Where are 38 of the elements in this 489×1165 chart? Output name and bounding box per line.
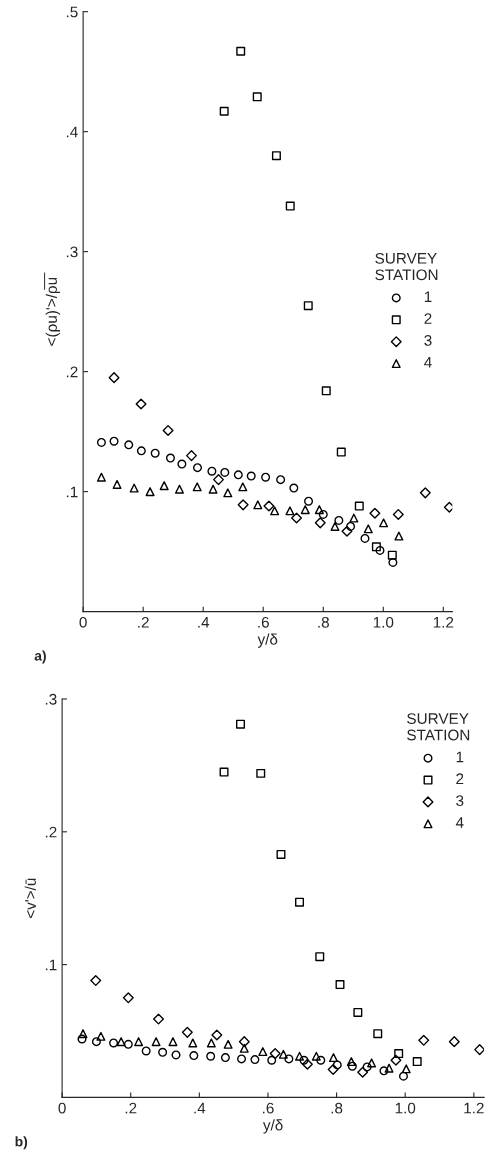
x-tick-label: .6 (262, 1102, 274, 1114)
x-tick-label: .6 (258, 616, 269, 628)
y-tick-label: .5 (66, 6, 78, 18)
y-tick-label: .3 (66, 246, 78, 258)
text: a) (34, 650, 46, 664)
y-axis-title: <v'>/ū (24, 878, 36, 919)
legend-label: 4 (424, 357, 432, 368)
legend-label: 3 (424, 335, 432, 346)
y-tick-label: .3 (45, 693, 57, 705)
x-tick-label: .4 (194, 1102, 206, 1114)
x-tick-label: .8 (331, 1102, 343, 1114)
legend-title: SURVEY STATION (375, 252, 438, 281)
legend-label: 3 (456, 795, 464, 807)
legend-label: 2 (456, 773, 464, 785)
x-tick-label: .8 (318, 616, 329, 628)
x-tick-label: .4 (198, 617, 210, 628)
x-tick-label: 0 (58, 1102, 66, 1114)
x-tick-label: 1.0 (395, 1102, 416, 1114)
x-tick-label: .2 (138, 616, 149, 628)
legend-label: 2 (424, 313, 432, 324)
y-tick-label: .4 (66, 126, 78, 138)
y-tick-label: .2 (66, 366, 78, 378)
x-tick-label: 1.2 (464, 1102, 484, 1114)
legend-label: 1 (456, 751, 464, 763)
x-tick-label: .2 (125, 1102, 137, 1114)
y-axis-title: <(ρu)'>/ρ̅u̅ (44, 272, 60, 346)
x-axis-title: y/δ (262, 1119, 283, 1134)
y-tick-label: .1 (45, 959, 57, 971)
x-tick-label: 1.2 (433, 616, 454, 628)
legend-title: SURVEY STATION (407, 713, 470, 741)
x-axis-title: y/δ (257, 633, 278, 648)
x-tick-label: 0 (79, 616, 87, 628)
y-tick-label: .1 (66, 486, 78, 498)
legend-label: 4 (455, 817, 464, 828)
legend-label: 1 (424, 291, 432, 302)
x-tick-label: 1.0 (373, 616, 394, 628)
y-tick-label: .2 (45, 826, 57, 838)
text: b) (15, 1136, 28, 1150)
